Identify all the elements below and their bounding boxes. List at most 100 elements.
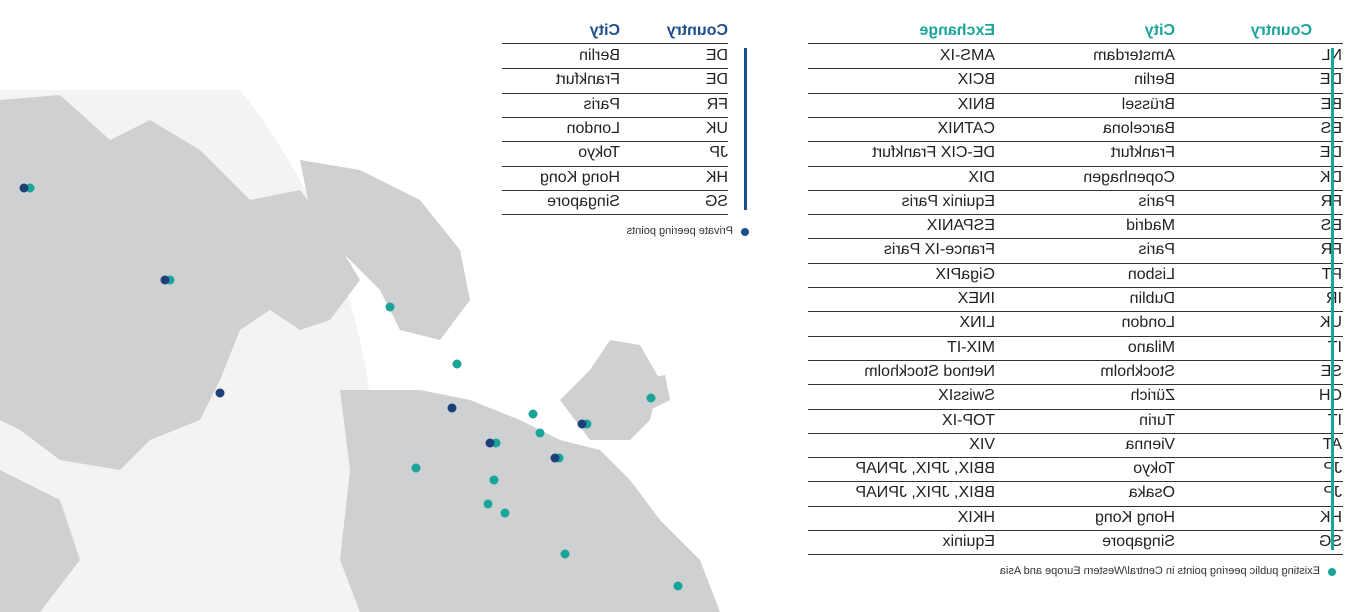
table-cell: SwissIX bbox=[938, 387, 995, 405]
table-cell: Berlin bbox=[1134, 71, 1175, 89]
accent-bar bbox=[1331, 48, 1334, 551]
row-rule bbox=[502, 92, 728, 94]
table-cell: IR bbox=[1326, 290, 1342, 307]
table-cell: DIX bbox=[968, 168, 995, 186]
table-cell: Berlin bbox=[579, 47, 620, 64]
row-rule bbox=[808, 92, 1343, 94]
table-cell: SG bbox=[704, 192, 728, 210]
table-cell: MIX-IT bbox=[947, 338, 995, 356]
legend-dot bbox=[1328, 568, 1336, 577]
table-cell: Hong Kong bbox=[1094, 508, 1175, 526]
row-rule bbox=[808, 408, 1343, 410]
row-rule bbox=[808, 287, 1343, 288]
row-rule bbox=[808, 505, 1343, 507]
table-cell: FR bbox=[706, 95, 728, 113]
row-rule bbox=[502, 68, 728, 70]
header-rule bbox=[808, 43, 1343, 44]
row-rule bbox=[808, 141, 1343, 143]
table-cell: CATNIX bbox=[937, 119, 995, 137]
table-cell: Barcelona bbox=[1102, 119, 1175, 137]
row-rule bbox=[808, 554, 1343, 556]
table-cell: DE bbox=[705, 71, 728, 89]
table-cell: London bbox=[566, 119, 620, 137]
table-cell: Lisbon bbox=[1127, 265, 1175, 283]
table-cell: Copenhagen bbox=[1083, 168, 1175, 186]
table-cell: Madrid bbox=[1126, 217, 1175, 235]
table-cell: Frankfurt bbox=[555, 71, 620, 89]
row-rule bbox=[808, 238, 1343, 240]
column-header: City bbox=[1144, 22, 1175, 39]
table-cell: Brüssel bbox=[1121, 95, 1175, 113]
row-rule bbox=[502, 214, 728, 216]
table-cell: AMS-IX bbox=[939, 47, 995, 64]
row-rule bbox=[808, 432, 1343, 434]
table-cell: Tokyo bbox=[1133, 460, 1175, 478]
row-rule bbox=[502, 165, 728, 167]
table-cell: DE-CIX Frankfurt bbox=[872, 144, 995, 162]
table-cell: IT bbox=[1327, 338, 1342, 356]
row-rule bbox=[808, 189, 1343, 191]
row-rule bbox=[808, 359, 1343, 361]
row-rule bbox=[808, 116, 1343, 118]
row-rule bbox=[808, 68, 1343, 70]
row-rule bbox=[808, 481, 1343, 483]
table-cell: Equinix bbox=[942, 533, 995, 550]
table-cell: Paris bbox=[1138, 192, 1175, 210]
footnote: Private peering points bbox=[626, 225, 733, 238]
table-cell: Netnod Stockholm bbox=[864, 362, 995, 380]
table-cell: Turin bbox=[1139, 411, 1175, 429]
table-cell: Dublin bbox=[1129, 290, 1175, 307]
accent-bar bbox=[744, 48, 747, 211]
table-cell: HK bbox=[705, 168, 728, 186]
row-rule bbox=[808, 530, 1343, 531]
table-cell: Osaka bbox=[1128, 484, 1175, 502]
table-cell: DE bbox=[705, 47, 728, 64]
table-cell: VIX bbox=[969, 435, 995, 453]
table-cell: IT bbox=[1327, 411, 1342, 429]
table-cell: Tokyo bbox=[578, 144, 620, 162]
table-cell: LINX bbox=[959, 314, 995, 332]
table-cell: BNIX bbox=[957, 95, 995, 113]
row-rule bbox=[808, 457, 1343, 459]
table-cell: Hong Kong bbox=[539, 168, 620, 186]
row-rule bbox=[808, 165, 1343, 167]
table-cell: France-IX Paris bbox=[883, 241, 995, 259]
table-cell: UK bbox=[705, 119, 728, 137]
row-rule bbox=[502, 189, 728, 191]
table-cell: London bbox=[1121, 314, 1175, 332]
table-cell: INEX bbox=[957, 290, 995, 307]
table-cell: Amsterdam bbox=[1093, 47, 1175, 64]
footnote: Existing public peering points in Centra… bbox=[999, 565, 1320, 578]
table-cell: GigaPIX bbox=[935, 265, 995, 283]
table-cell: HKIX bbox=[957, 508, 995, 526]
column-header: City bbox=[589, 22, 620, 39]
row-rule bbox=[808, 311, 1343, 313]
row-rule bbox=[808, 384, 1343, 386]
column-header: Exchange bbox=[919, 22, 995, 39]
table-cell: Stockholm bbox=[1100, 362, 1175, 380]
row-rule bbox=[502, 141, 728, 143]
row-rule bbox=[502, 116, 728, 118]
column-header: Country bbox=[666, 22, 728, 39]
table-cell: Singapore bbox=[547, 192, 620, 210]
header-rule bbox=[502, 43, 728, 44]
table-cell: Singapore bbox=[1102, 533, 1175, 550]
table-cell: Paris bbox=[583, 95, 620, 113]
land bbox=[0, 95, 720, 612]
table-cell: JP bbox=[709, 144, 728, 162]
table-cell: Zürich bbox=[1130, 387, 1175, 405]
table-cell: Paris bbox=[1138, 241, 1175, 259]
table-cell: Equinix Paris bbox=[901, 192, 995, 210]
row-rule bbox=[808, 214, 1343, 216]
row-rule bbox=[808, 335, 1343, 337]
column-header: Country bbox=[1250, 22, 1312, 39]
table-cell: ESPANIX bbox=[926, 217, 995, 235]
table-cell: Vienna bbox=[1125, 435, 1175, 453]
legend-dot bbox=[741, 228, 749, 237]
peering-dots bbox=[19, 183, 683, 591]
table-cell: Frankfurt bbox=[1110, 144, 1175, 162]
table-cell: Milano bbox=[1127, 338, 1175, 356]
